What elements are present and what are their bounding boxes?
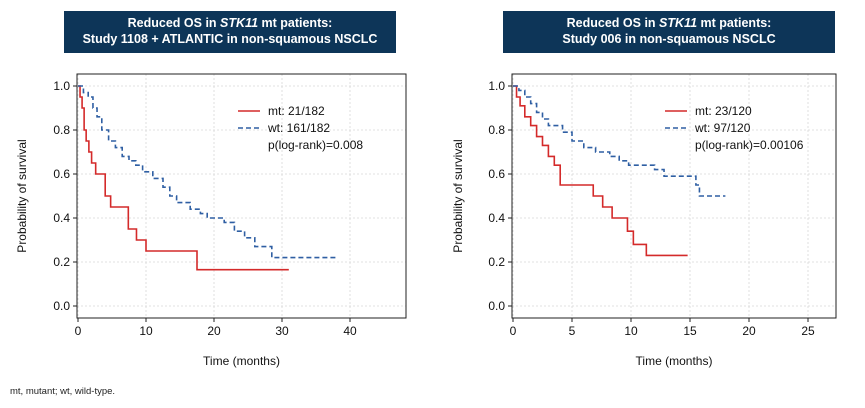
title-line1-post: mt patients: xyxy=(258,16,333,30)
x-axis-label: Time (months) xyxy=(203,354,280,368)
y-tick-label: 1.0 xyxy=(488,79,505,93)
series-line-mt xyxy=(78,85,289,271)
x-tick-label: 0 xyxy=(510,324,517,338)
y-axis-label: Probability of survival xyxy=(15,139,29,252)
y-tick-label: 0.2 xyxy=(53,255,70,269)
x-axis-label: Time (months) xyxy=(636,354,713,368)
y-tick-label: 0.2 xyxy=(488,255,505,269)
chart-0: 0.0 0.2 0.4 0.6 0.8 1.0 0 10 20 30 40 Time (months)… xyxy=(15,73,407,368)
y-tick-label: 0.6 xyxy=(53,167,70,181)
x-tick-label: 20 xyxy=(207,324,221,338)
title-line1-pre: Reduced OS in xyxy=(127,16,221,30)
x-tick-label: 10 xyxy=(139,324,153,338)
title-line1-pre: Reduced OS in xyxy=(566,16,660,30)
chart-title-left: Reduced OS in STK11 mt patients: Study 1… xyxy=(64,11,396,53)
series-line-mt xyxy=(513,85,688,257)
legend-label-wt: wt: 161/182 xyxy=(267,121,330,135)
x-tick-label: 10 xyxy=(624,324,638,338)
x-tick-label: 30 xyxy=(275,324,289,338)
x-tick-label: 0 xyxy=(75,324,82,338)
p-value-annotation: p(log-rank)=0.00106 xyxy=(695,138,804,152)
title-line1-gene: STK11 xyxy=(220,16,259,30)
legend-label-wt: wt: 97/120 xyxy=(694,121,751,135)
title-line1: Reduced OS in STK11 mt patients: xyxy=(509,15,829,31)
x-tick-label: 25 xyxy=(801,324,815,338)
x-tick-label: 20 xyxy=(742,324,756,338)
y-tick-label: 0.4 xyxy=(488,211,505,225)
y-tick-label: 0.8 xyxy=(488,123,505,137)
x-tick-label: 15 xyxy=(683,324,697,338)
plot-frame xyxy=(511,73,837,319)
y-axis-label: Probability of survival xyxy=(451,139,465,252)
chart-title-right: Reduced OS in STK11 mt patients: Study 0… xyxy=(503,11,835,53)
title-line1: Reduced OS in STK11 mt patients: xyxy=(70,15,390,31)
y-tick-label: 0.4 xyxy=(53,211,70,225)
y-tick-label: 1.0 xyxy=(53,79,70,93)
legend-label-mt: mt: 21/182 xyxy=(268,104,325,118)
chart-1: 0.0 0.2 0.4 0.6 0.8 1.0 0 5 10 15 20 25 Time (months… xyxy=(451,73,837,368)
footnote: mt, mutant; wt, wild-type. xyxy=(10,386,116,397)
y-tick-label: 0.6 xyxy=(488,167,505,181)
title-line1-post: mt patients: xyxy=(697,16,772,30)
y-tick-label: 0.0 xyxy=(488,299,505,313)
plot-frame xyxy=(76,73,407,319)
title-line1-gene: STK11 xyxy=(659,16,698,30)
legend-label-mt: mt: 23/120 xyxy=(695,104,752,118)
p-value-annotation: p(log-rank)=0.008 xyxy=(268,138,363,152)
series-line-wt xyxy=(513,85,726,197)
x-tick-label: 40 xyxy=(343,324,357,338)
x-tick-label: 5 xyxy=(569,324,576,338)
y-tick-label: 0.0 xyxy=(53,299,70,313)
y-tick-label: 0.8 xyxy=(53,123,70,137)
title-line2: Study 1108 + ATLANTIC in non-squamous NS… xyxy=(82,32,378,46)
title-line2: Study 006 in non-squamous NSCLC xyxy=(562,32,776,46)
series-line-wt xyxy=(78,85,337,259)
